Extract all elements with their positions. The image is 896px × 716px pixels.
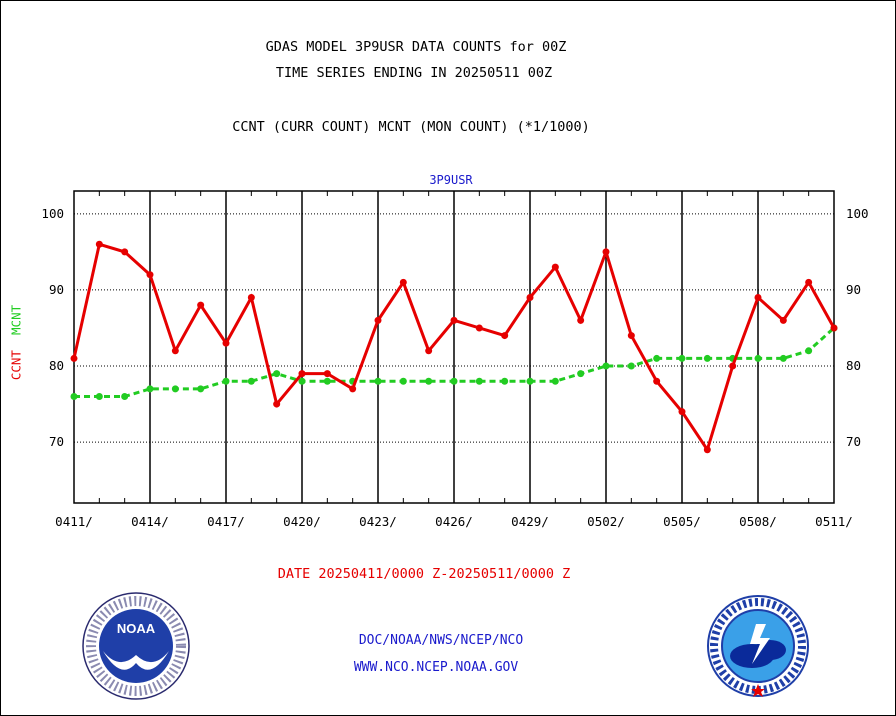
y-tick-label-left: 80: [49, 358, 64, 373]
data-point-ccnt: [754, 294, 762, 302]
data-point-ccnt: [323, 370, 331, 378]
data-point-ccnt: [95, 240, 103, 248]
data-point-mcnt: [222, 377, 230, 385]
data-point-mcnt: [450, 377, 458, 385]
data-point-mcnt: [273, 370, 281, 378]
data-point-mcnt: [247, 377, 255, 385]
data-point-ccnt: [805, 278, 813, 286]
x-tick-label: 0420/: [283, 514, 321, 529]
y-tick-label-right: 70: [846, 434, 861, 449]
data-point-ccnt: [399, 278, 407, 286]
data-point-mcnt: [754, 354, 762, 362]
data-point-ccnt: [551, 263, 559, 271]
data-point-mcnt: [197, 385, 205, 393]
data-point-ccnt: [273, 400, 281, 408]
data-point-ccnt: [678, 408, 686, 416]
noaa-logo-text: NOAA: [117, 621, 156, 636]
chart-description: CCNT (CURR COUNT) MCNT (MON COUNT) (*1/1…: [232, 119, 590, 135]
data-point-ccnt: [298, 370, 306, 378]
y-tick-label-right: 80: [846, 358, 861, 373]
data-point-mcnt: [121, 392, 129, 400]
data-point-mcnt: [678, 354, 686, 362]
data-point-ccnt: [374, 316, 382, 324]
data-point-mcnt: [653, 354, 661, 362]
data-point-ccnt: [121, 248, 129, 256]
data-point-mcnt: [475, 377, 483, 385]
data-point-ccnt: [779, 316, 787, 324]
data-point-mcnt: [425, 377, 433, 385]
data-point-mcnt: [70, 392, 78, 400]
x-tick-label: 0429/: [511, 514, 549, 529]
y-tick-label-left: 100: [41, 206, 64, 221]
data-point-mcnt: [602, 362, 610, 370]
data-point-mcnt: [526, 377, 534, 385]
chart-title: GDAS MODEL 3P9USR DATA COUNTS for 00Z: [265, 39, 567, 55]
x-tick-label: 0426/: [435, 514, 473, 529]
data-point-mcnt: [805, 347, 813, 355]
x-tick-label: 0508/: [739, 514, 777, 529]
data-point-ccnt: [475, 324, 483, 332]
data-point-ccnt: [653, 377, 661, 385]
data-point-ccnt: [197, 301, 205, 309]
nws-logo-icon: [707, 595, 809, 697]
footer-url[interactable]: WWW.NCO.NCEP.NOAA.GOV: [353, 660, 519, 675]
data-point-ccnt: [729, 362, 737, 370]
data-point-mcnt: [171, 385, 179, 393]
y-tick-label-right: 100: [846, 206, 869, 221]
data-point-mcnt: [298, 377, 306, 385]
data-point-ccnt: [425, 347, 433, 355]
data-point-ccnt: [222, 339, 230, 347]
data-point-mcnt: [323, 377, 331, 385]
data-point-mcnt: [703, 354, 711, 362]
y-tick-label-right: 90: [846, 282, 861, 297]
data-point-ccnt: [349, 385, 357, 393]
data-point-mcnt: [627, 362, 635, 370]
x-tick-label: 0502/: [587, 514, 625, 529]
data-point-mcnt: [399, 377, 407, 385]
data-point-ccnt: [830, 324, 838, 332]
data-point-mcnt: [374, 377, 382, 385]
data-point-mcnt: [551, 377, 559, 385]
chart-subtitle: TIME SERIES ENDING IN 20250511 00Z: [275, 65, 553, 81]
y-tick-label-left: 70: [49, 434, 64, 449]
data-point-ccnt: [70, 354, 78, 362]
x-tick-label: 0414/: [131, 514, 169, 529]
series-title: 3P9USR: [429, 173, 473, 187]
x-tick-label: 0505/: [663, 514, 701, 529]
data-point-mcnt: [95, 392, 103, 400]
data-point-ccnt: [501, 332, 509, 340]
data-point-ccnt: [146, 271, 154, 279]
data-point-mcnt: [146, 385, 154, 393]
data-point-ccnt: [577, 316, 585, 324]
data-point-ccnt: [450, 316, 458, 324]
x-tick-label: 0417/: [207, 514, 245, 529]
noaa-logo-icon: NOAA: [82, 592, 190, 700]
data-point-ccnt: [171, 347, 179, 355]
x-tick-label: 0411/: [55, 514, 93, 529]
x-axis-label: DATE 20250411/0000 Z-20250511/0000 Z: [277, 566, 571, 582]
data-point-mcnt: [577, 370, 585, 378]
data-point-mcnt: [779, 354, 787, 362]
data-point-ccnt: [602, 248, 610, 256]
data-point-ccnt: [526, 294, 534, 302]
footer-org: DOC/NOAA/NWS/NCEP/NCO: [358, 633, 524, 648]
data-point-ccnt: [627, 332, 635, 340]
data-point-mcnt: [501, 377, 509, 385]
x-tick-label: 0511/: [815, 514, 853, 529]
x-tick-label: 0423/: [359, 514, 397, 529]
data-point-ccnt: [703, 446, 711, 454]
data-point-ccnt: [247, 294, 255, 302]
y-tick-label-left: 90: [49, 282, 64, 297]
